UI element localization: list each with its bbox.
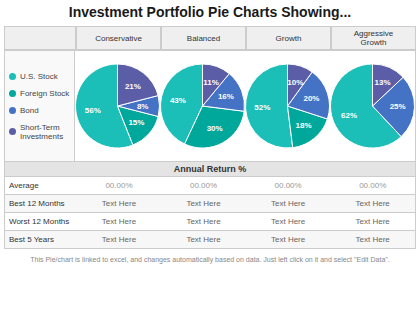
html-text:Annual Return %: Annual Return % [173, 164, 247, 174]
html-text:00.00%: 00.00% [190, 181, 218, 190]
html-text:Foreign Stock: Foreign Stock [20, 88, 70, 98]
svg-text:10%: 10% [287, 78, 303, 87]
html-text:Bond: Bond [20, 105, 39, 115]
html-text:Average: Average [9, 181, 39, 190]
svg-text:18%: 18% [296, 121, 312, 130]
html-text:Growth: Growth [275, 33, 302, 43]
svg-text:13%: 13% [375, 78, 391, 87]
html-text:00.00%: 00.00% [105, 181, 133, 190]
html-text:Text Here: Text Here [271, 217, 306, 226]
html-text:Balanced: Balanced [186, 33, 221, 43]
svg-text:21%: 21% [125, 82, 141, 91]
svg-text:30%: 30% [207, 124, 223, 133]
html-text:Conservative: Conservative [95, 33, 142, 43]
html-text:Text Here: Text Here [186, 235, 221, 244]
html-text:Text Here: Text Here [355, 235, 390, 244]
html-text:Investment Portfolio Pie Chart: Investment Portfolio Pie Charts Showing.… [68, 4, 352, 20]
svg-text:25%: 25% [390, 102, 406, 111]
svg-text:56%: 56% [85, 106, 101, 115]
html-text:Text Here: Text Here [355, 199, 390, 208]
html-text:This Pie/chart is linked to ex: This Pie/chart is linked to excel, and c… [30, 256, 390, 263]
svg-text:62%: 62% [341, 111, 357, 120]
svg-text:11%: 11% [203, 78, 219, 87]
html-text:Aggressive Growth: Aggressive Growth [353, 29, 394, 47]
html-text:Worst 12 Months: Worst 12 Months [9, 217, 70, 226]
html-text:00.00%: 00.00% [359, 181, 387, 190]
html-text:Text Here: Text Here [101, 217, 137, 226]
svg-text:52%: 52% [254, 103, 270, 112]
svg-text:43%: 43% [170, 96, 186, 105]
html-text:Best 12 Months: Best 12 Months [9, 199, 65, 208]
html-text:Best 5 Years: Best 5 Years [9, 235, 54, 244]
html-text:Short-Term Investments: Short-Term Investments [20, 122, 64, 141]
html-text:Text Here: Text Here [271, 199, 306, 208]
html-text:Text Here: Text Here [186, 199, 221, 208]
html-text:Text Here: Text Here [271, 235, 306, 244]
html-text:Text Here: Text Here [101, 199, 137, 208]
html-text:Text Here: Text Here [355, 217, 390, 226]
html-text:Text Here: Text Here [101, 235, 137, 244]
html-text:U.S. Stock: U.S. Stock [20, 71, 58, 81]
svg-text:15%: 15% [128, 118, 144, 127]
svg-text:16%: 16% [218, 92, 234, 101]
html-text:00.00%: 00.00% [274, 181, 302, 190]
svg-text:8%: 8% [137, 102, 149, 111]
html-text:Text Here: Text Here [186, 217, 221, 226]
svg-text:20%: 20% [303, 94, 319, 103]
